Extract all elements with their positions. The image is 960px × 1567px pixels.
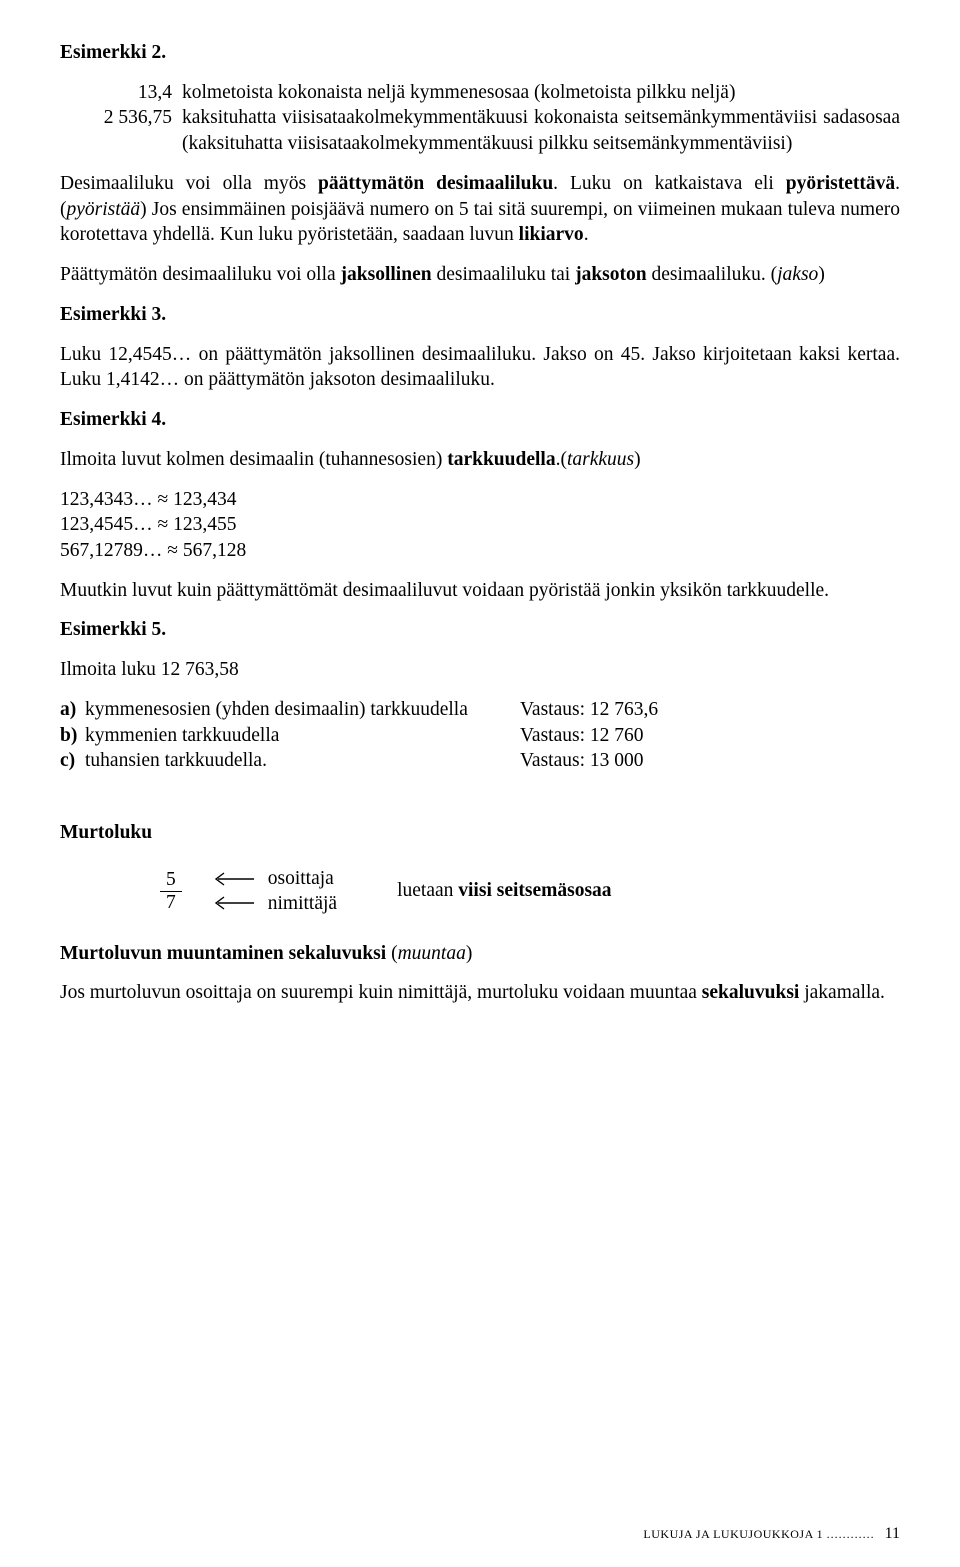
list-item: b) kymmenien tarkkuudella Vastaus: 12 76… <box>60 723 900 749</box>
approx-row-1: 123,4343… ≈ 123,434 <box>60 487 900 513</box>
fraction-reading: luetaan viisi seitsemäsosaa <box>397 880 611 902</box>
example-4-approximations: 123,4343… ≈ 123,434 123,4545… ≈ 123,455 … <box>60 487 900 564</box>
denominator-label: nimittäjä <box>268 891 337 916</box>
paragraph-rounding: Desimaaliluku voi olla myös päättymätön … <box>60 171 900 248</box>
approx-row-2: 123,4545… ≈ 123,455 <box>60 512 900 538</box>
example-4-heading: Esimerkki 4. <box>60 407 900 433</box>
fraction-diagram: 5 7 osoittaja nimittäjä luetaan viisi se… <box>160 866 900 917</box>
list-item: a) kymmenesosien (yhden desimaalin) tark… <box>60 697 900 723</box>
footer-dots: ............ <box>827 1527 879 1541</box>
ex2-num-2: 2 536,75 <box>92 105 182 156</box>
fraction-numerator: 5 <box>160 869 182 890</box>
ex2-num-1: 13,4 <box>92 80 182 106</box>
example-2-heading: Esimerkki 2. <box>60 40 900 66</box>
paragraph-periodic: Päättymätön desimaaliluku voi olla jakso… <box>60 262 900 288</box>
convert-heading: Murtoluvun muuntaminen sekaluvuksi (muun… <box>60 941 900 967</box>
murtoluku-heading: Murtoluku <box>60 820 900 846</box>
footer-section: LUKUJA JA LUKUJOUKKOJA 1 <box>643 1527 823 1541</box>
ex2-txt-2: kaksituhatta viisisataakolmekymmentäkuus… <box>182 105 900 156</box>
convert-text: Jos murtoluvun osoittaja on suurempi kui… <box>60 980 900 1006</box>
fraction-denominator: 7 <box>160 892 182 913</box>
arrow-left-icon <box>210 867 254 891</box>
page-number: 11 <box>885 1525 900 1542</box>
example-5-heading: Esimerkki 5. <box>60 617 900 643</box>
numerator-label: osoittaja <box>268 866 337 891</box>
example-3-heading: Esimerkki 3. <box>60 302 900 328</box>
list-item: c) tuhansien tarkkuudella. Vastaus: 13 0… <box>60 748 900 774</box>
fraction: 5 7 <box>160 869 182 913</box>
arrow-left-icon <box>210 891 254 915</box>
example-5-intro: Ilmoita luku 12 763,58 <box>60 657 900 683</box>
arrow-column <box>210 867 254 915</box>
fraction-labels: osoittaja nimittäjä <box>268 866 337 917</box>
example-2-content: 13,4 kolmetoista kokonaista neljä kymmen… <box>92 80 900 157</box>
example-5-list: a) kymmenesosien (yhden desimaalin) tark… <box>60 697 900 774</box>
approx-row-3: 567,12789… ≈ 567,128 <box>60 538 900 564</box>
page-footer: LUKUJA JA LUKUJOUKKOJA 1 ............ 11 <box>643 1525 900 1543</box>
example-4-intro: Ilmoita luvut kolmen desimaalin (tuhanne… <box>60 447 900 473</box>
paragraph-other-rounding: Muutkin luvut kuin päättymättömät desima… <box>60 578 900 604</box>
ex2-txt-1: kolmetoista kokonaista neljä kymmenesosa… <box>182 80 900 106</box>
example-3-text: Luku 12,4545… on päättymätön jaksollinen… <box>60 342 900 393</box>
